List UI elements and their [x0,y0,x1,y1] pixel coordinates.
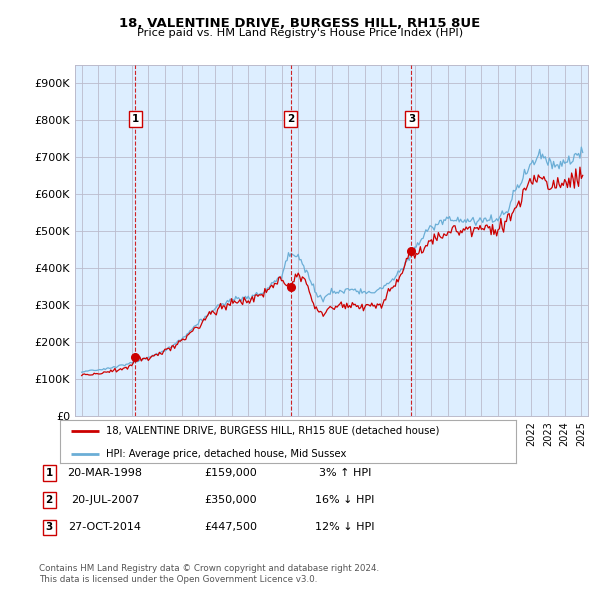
Text: £447,500: £447,500 [205,523,257,532]
Text: Contains HM Land Registry data © Crown copyright and database right 2024.: Contains HM Land Registry data © Crown c… [39,565,379,573]
Text: 18, VALENTINE DRIVE, BURGESS HILL, RH15 8UE: 18, VALENTINE DRIVE, BURGESS HILL, RH15 … [119,17,481,30]
Text: 16% ↓ HPI: 16% ↓ HPI [316,496,374,505]
Text: 2: 2 [46,496,53,505]
Text: 12% ↓ HPI: 12% ↓ HPI [315,523,375,532]
Text: 18, VALENTINE DRIVE, BURGESS HILL, RH15 8UE (detached house): 18, VALENTINE DRIVE, BURGESS HILL, RH15 … [106,426,439,436]
Text: 3: 3 [46,523,53,532]
Text: £350,000: £350,000 [205,496,257,505]
Text: HPI: Average price, detached house, Mid Sussex: HPI: Average price, detached house, Mid … [106,448,346,458]
Text: 20-JUL-2007: 20-JUL-2007 [71,496,139,505]
Text: 3: 3 [408,114,415,124]
Text: Price paid vs. HM Land Registry's House Price Index (HPI): Price paid vs. HM Land Registry's House … [137,28,463,38]
Text: 20-MAR-1998: 20-MAR-1998 [67,468,143,478]
Text: £159,000: £159,000 [205,468,257,478]
Text: 2: 2 [287,114,294,124]
Text: 3% ↑ HPI: 3% ↑ HPI [319,468,371,478]
Text: 27-OCT-2014: 27-OCT-2014 [68,523,142,532]
Text: 1: 1 [46,468,53,478]
Text: 1: 1 [131,114,139,124]
Text: This data is licensed under the Open Government Licence v3.0.: This data is licensed under the Open Gov… [39,575,317,584]
